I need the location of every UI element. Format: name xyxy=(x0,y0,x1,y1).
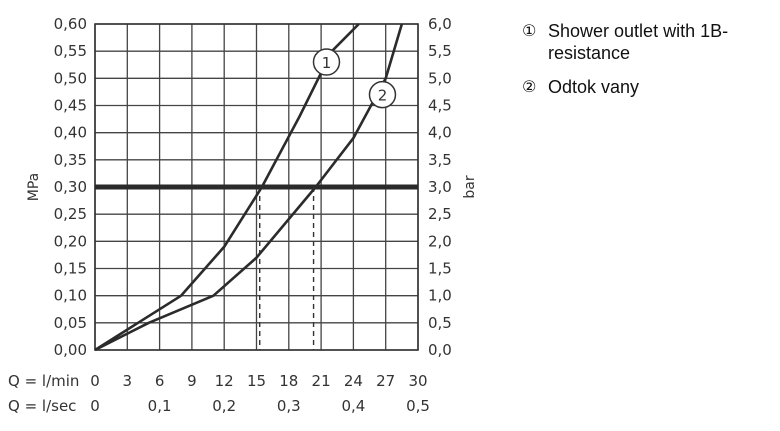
legend-item-2: ② Odtok vany xyxy=(522,76,772,98)
y-right-tick-label: 5,5 xyxy=(428,42,452,60)
x-lmin-tick-label: 6 xyxy=(155,372,165,390)
y-left-tick-label: 0,25 xyxy=(54,205,87,223)
x-lmin-tick-label: 12 xyxy=(215,372,234,390)
y-left-tick-label: 0,10 xyxy=(54,287,87,305)
x-lsec-tick-labels: 0 0,1 0,2 0,3 0,4 0,5 xyxy=(90,397,430,415)
y-left-tick-label: 0,15 xyxy=(54,260,87,278)
y-axis-right-title: bar xyxy=(462,175,478,198)
y-left-tick-label: 0,05 xyxy=(54,314,87,332)
y-right-tick-label: 6,0 xyxy=(428,15,452,33)
y-left-tick-label: 0,60 xyxy=(54,15,87,33)
legend-text-2: Odtok vany xyxy=(548,77,640,97)
x-lsec-tick-label: 0,5 xyxy=(406,397,430,415)
y-right-tick-label: 1,5 xyxy=(428,260,452,278)
x-axis-lsec-title: Q = l/sec xyxy=(8,397,76,415)
y-left-tick-label: 0,55 xyxy=(54,42,87,60)
y-axis-left-title: MPa xyxy=(26,173,42,201)
x-lmin-tick-label: 24 xyxy=(344,372,363,390)
y-left-tick-label: 0,45 xyxy=(54,97,87,115)
legend-item-1: ① Shower outlet with 1B-resistance xyxy=(522,20,772,64)
series-marker-circle-2 xyxy=(368,80,397,109)
x-lsec-tick-label: 0,2 xyxy=(212,397,236,415)
series-marker-label-2: 2 xyxy=(378,87,388,105)
y-right-tick-labels: 0,0 0,5 1,0 1,5 2,0 2,5 3,0 3,5 4,0 4,5 5,0 5,5 6,0 xyxy=(428,15,452,359)
series-marker-circle-1 xyxy=(312,48,341,76)
x-lmin-tick-label: 21 xyxy=(312,372,331,390)
series-marker-label-1: 1 xyxy=(322,54,332,72)
y-right-tick-label: 4,0 xyxy=(428,124,452,142)
x-lmin-tick-label: 15 xyxy=(247,372,266,390)
x-lsec-tick-label: 0,4 xyxy=(341,397,365,415)
series-curves: 12 xyxy=(94,23,404,352)
y-left-tick-label: 0,30 xyxy=(54,178,87,196)
x-axis-lmin-title: Q = l/min xyxy=(8,372,79,390)
pressure-flow-chart: 12 0,000,050,100,150,200,250,300,350,400… xyxy=(8,15,478,415)
y-left-tick-labels: 0,00 0,05 0,10 0,15 0,20 0,25 0,30 0,35 0,40 0,45… xyxy=(54,15,87,359)
y-right-tick-label: 0,5 xyxy=(428,314,452,332)
legend-marker-1: ① xyxy=(522,21,537,40)
y-right-tick-label: 3,5 xyxy=(428,151,452,169)
dashed-drop-lines xyxy=(259,187,315,350)
x-lmin-tick-label: 18 xyxy=(279,372,298,390)
y-left-tick-label: 0,40 xyxy=(54,124,87,142)
x-lmin-tick-label: 27 xyxy=(376,372,395,390)
x-lmin-tick-label: 9 xyxy=(187,372,197,390)
y-left-tick-label: 0,20 xyxy=(54,232,87,250)
x-lmin-tick-label: 0 xyxy=(90,372,100,390)
y-left-tick-label: 0,50 xyxy=(54,69,87,87)
y-right-tick-label: 2,5 xyxy=(428,205,452,223)
y-right-tick-label: 4,5 xyxy=(428,97,452,115)
y-right-tick-label: 1,0 xyxy=(428,287,452,305)
x-lmin-tick-label: 30 xyxy=(408,372,427,390)
x-lsec-tick-label: 0,1 xyxy=(148,397,172,415)
y-right-tick-label: 5,0 xyxy=(428,69,452,87)
legend-text-1: Shower outlet with 1B-resistance xyxy=(548,21,729,63)
y-right-tick-label: 3,0 xyxy=(428,178,452,196)
y-right-tick-label: 0,0 xyxy=(428,341,452,359)
legend: ① Shower outlet with 1B-resistance ② Odt… xyxy=(522,20,772,110)
x-lsec-tick-label: 0 xyxy=(90,397,100,415)
y-left-tick-label: 0,35 xyxy=(54,151,87,169)
y-right-tick-label: 2,0 xyxy=(428,232,452,250)
x-lmin-tick-labels: 0 3 6 9 12 15 18 21 24 27 30 xyxy=(90,372,427,390)
legend-marker-2: ② xyxy=(522,77,537,96)
x-lsec-tick-label: 0,3 xyxy=(277,397,301,415)
y-left-tick-label: 0,00 xyxy=(54,341,87,359)
x-lmin-tick-label: 3 xyxy=(123,372,133,390)
